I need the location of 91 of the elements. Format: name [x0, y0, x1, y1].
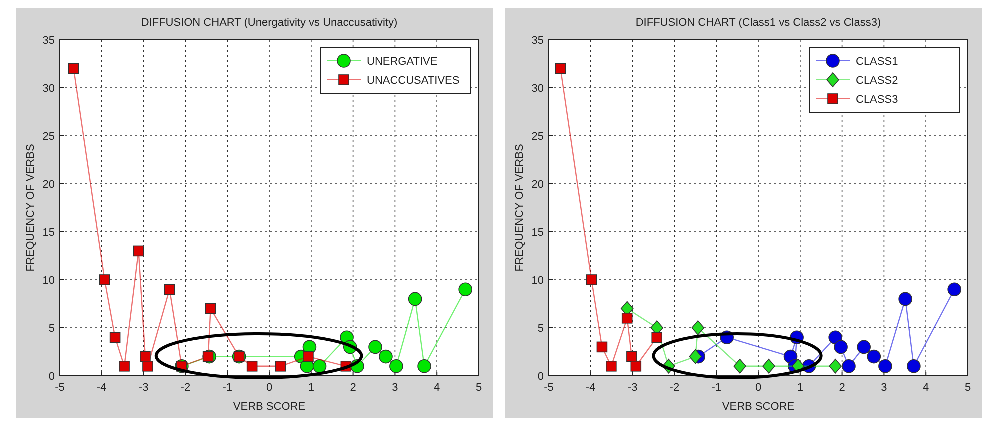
y-tick-label: 25	[42, 130, 55, 143]
y-tick-label: 15	[42, 226, 55, 239]
x-tick-label: -1	[222, 382, 232, 394]
point	[829, 359, 842, 374]
y-tick-label: 35	[42, 34, 55, 47]
point	[99, 274, 110, 286]
x-tick-label: 1	[797, 382, 804, 394]
y-tick-label: 25	[532, 130, 544, 143]
x-tick-label: 0	[266, 382, 273, 394]
chart-title: DIFFUSION CHART (Class1 vs Class2 vs Class3)	[636, 17, 882, 29]
point	[689, 349, 702, 364]
chart-title: DIFFUSION CHART (Unergativity vs Unaccusativity)	[141, 17, 398, 29]
x-tick-label: 5	[476, 382, 482, 394]
point	[734, 359, 746, 374]
x-tick-label: 4	[923, 382, 930, 394]
point	[692, 320, 705, 336]
point	[596, 342, 608, 353]
point	[119, 361, 130, 372]
y-tick-label: 10	[42, 274, 55, 287]
x-tick-label: -5	[544, 382, 554, 394]
point	[586, 274, 598, 286]
point	[630, 361, 642, 372]
y-tick-label: 20	[532, 178, 544, 191]
x-tick-label: 5	[964, 382, 972, 394]
point	[907, 360, 921, 374]
x-tick-label: -3	[138, 382, 149, 394]
y-tick-label: 0	[538, 370, 544, 383]
x-axis-title: VERB SCORE	[722, 401, 795, 413]
point	[390, 360, 404, 374]
legend-label: CLASS1	[856, 56, 898, 68]
y-tick-label: 5	[538, 322, 544, 335]
point	[834, 340, 848, 354]
point	[140, 351, 151, 362]
point	[205, 303, 216, 314]
x-axis-title: VERB SCORE	[233, 401, 306, 413]
x-tick-label: 4	[434, 382, 440, 394]
y-tick-label: 0	[48, 370, 55, 383]
legend-label: CLASS2	[856, 74, 898, 87]
y-tick-label: 30	[42, 82, 55, 95]
point	[133, 246, 144, 257]
point	[312, 360, 327, 374]
point	[68, 63, 80, 74]
x-tick-label: -1	[712, 382, 722, 394]
point	[626, 351, 638, 362]
x-tick-label: 0	[755, 382, 762, 394]
point	[878, 360, 892, 374]
x-tick-label: -2	[670, 382, 680, 394]
point	[828, 330, 842, 344]
x-tick-label: -4	[97, 382, 107, 394]
point	[555, 63, 566, 74]
x-tick-label: -3	[628, 382, 638, 394]
point	[303, 351, 314, 362]
point	[408, 292, 422, 306]
point	[898, 292, 912, 306]
point	[275, 361, 286, 372]
legend-label: CLASS3	[856, 94, 898, 106]
point	[762, 359, 776, 374]
y-tick-label: 5	[48, 322, 55, 335]
point	[379, 350, 393, 364]
point	[368, 340, 382, 354]
x-tick-label: -5	[55, 382, 65, 394]
point	[857, 340, 871, 354]
point	[948, 282, 962, 296]
legend-label: UNERGATIVE	[367, 56, 438, 68]
point	[110, 332, 121, 343]
point	[458, 282, 472, 296]
x-tick-label: -2	[180, 382, 191, 394]
point	[606, 361, 617, 372]
y-tick-label: 35	[532, 34, 544, 47]
x-tick-label: 1	[308, 382, 314, 394]
y-axis-title: FREQUENCY OF VERBS	[514, 144, 526, 272]
y-tick-label: 30	[532, 82, 544, 95]
x-tick-label: 3	[392, 382, 398, 394]
y-tick-label: 15	[532, 226, 544, 239]
point	[622, 313, 633, 324]
point	[842, 360, 856, 374]
legend-label: UNACCUSATIVES	[367, 74, 460, 87]
point	[652, 332, 662, 343]
y-tick-label: 10	[532, 274, 544, 287]
point	[418, 360, 432, 374]
x-tick-label: 2	[839, 382, 846, 394]
y-tick-label: 20	[42, 178, 55, 191]
point	[142, 361, 154, 372]
y-axis-title: FREQUENCY OF VERBS	[25, 144, 37, 272]
point	[202, 351, 214, 362]
x-tick-label: 2	[350, 382, 356, 394]
x-tick-label: -4	[586, 382, 596, 394]
point	[867, 350, 882, 364]
point	[164, 284, 176, 295]
x-tick-label: 3	[881, 382, 888, 394]
point	[246, 361, 258, 372]
